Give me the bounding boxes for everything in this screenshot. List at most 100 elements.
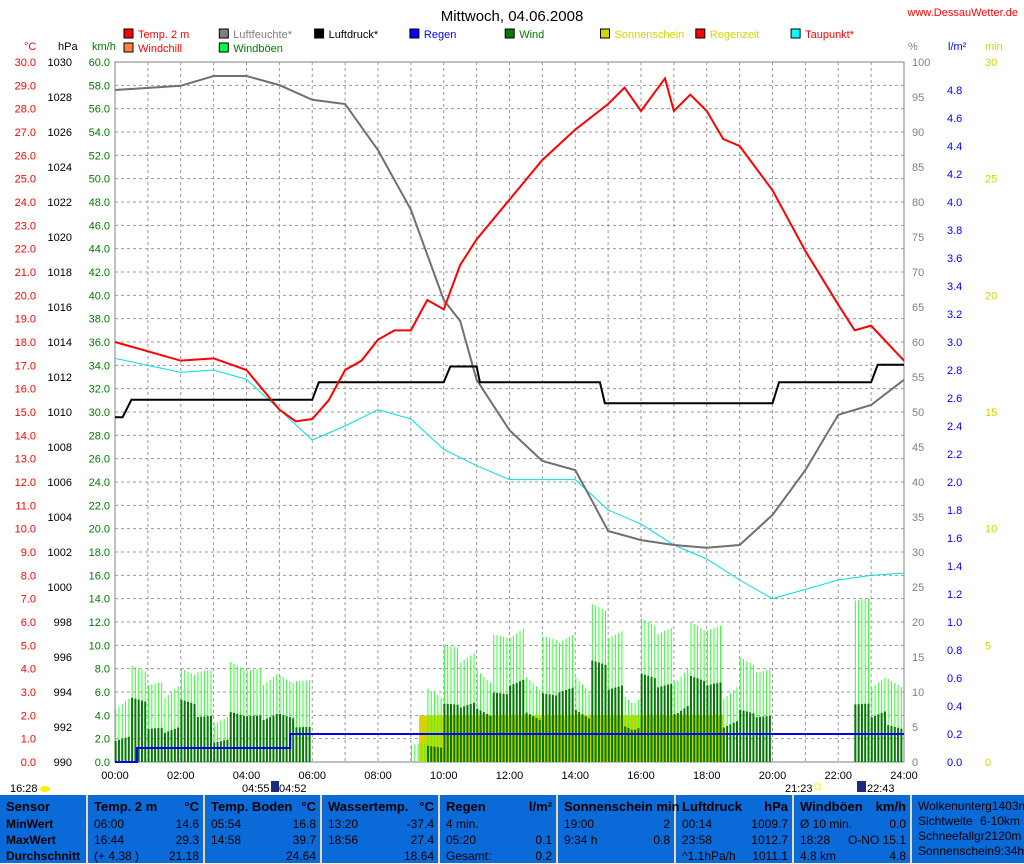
rain-tick-label: 3.2 [947, 309, 962, 321]
temp-tick-label: 27.0 [15, 127, 36, 139]
pressure-tick-label: 1008 [48, 442, 72, 454]
stats-column: Wassertemp. °C 13:20 -37.4 18:56 27.4 18.64 [322, 795, 440, 863]
wind-axis-unit: km/h [92, 41, 116, 53]
stats-row: Durchschnitt [6, 848, 82, 864]
stats-cell: -37.4 [406, 817, 434, 831]
temp-tick-label: 19.0 [15, 314, 36, 326]
stats-row: Sichtweite 6-10km [918, 814, 1020, 829]
sun-tick-label: 25 [985, 174, 997, 186]
stats-cell: 19:00 [564, 817, 595, 831]
stats-cell: 39.7 [292, 833, 316, 847]
stats-cell: 4.8 km [800, 849, 837, 863]
rain-tick-label: 2.4 [947, 421, 962, 433]
temp-tick-label: 25.0 [15, 174, 36, 186]
wind-tick-label: 56.0 [89, 104, 110, 116]
stats-cell: MaxWert [6, 833, 56, 847]
stats-header: Windböen km/h [800, 799, 906, 815]
pressure-tick-label: 994 [54, 687, 72, 699]
legend-label: Windchill [138, 43, 182, 55]
rain-tick-label: 4.0 [947, 197, 962, 209]
moonset-time: 16:28 [10, 783, 38, 795]
stats-column: Temp. 2 m °C 06:00 14.6 16:44 29.3 (+ 4.38 ) 21… [88, 795, 205, 863]
wind-tick-label: 54.0 [89, 127, 110, 139]
site-link[interactable]: www.DessauWetter.de [907, 7, 1018, 19]
stats-cell: Temp. 2 m [94, 799, 158, 814]
stats-cell: 1403m [991, 799, 1024, 813]
stats-row: Schneefallgr 2120m [918, 829, 1021, 844]
stats-row: Gesamt: 0.2 [446, 848, 552, 864]
temperature-line [114, 76, 905, 423]
stats-cell: 1012.7 [751, 833, 788, 847]
pressure-tick-label: 1018 [48, 267, 72, 279]
temp-tick-label: 18.0 [15, 337, 36, 349]
pressure-tick-label: 1004 [48, 512, 72, 524]
stats-row: 06:00 14.6 [94, 816, 199, 832]
wind-tick-label: 6.0 [95, 687, 110, 699]
stats-cell: 06:00 [94, 817, 125, 831]
rain-tick-label: 0.4 [947, 701, 962, 713]
humidity-tick-label: 5 [912, 722, 918, 734]
rain-tick-label: 4.8 [947, 85, 962, 97]
stats-cell: 0.1 [535, 833, 552, 847]
stats-row: 18:28 O-NO 15.1 [800, 832, 906, 848]
stats-cell: l/m² [528, 799, 552, 814]
rain-tick-label: 4.2 [947, 169, 962, 181]
stats-header: Wassertemp. °C [328, 799, 434, 815]
humidity-tick-label: 0 [912, 757, 918, 769]
x-tick-label: 04:00 [233, 770, 261, 782]
pressure-tick-label: 1030 [48, 57, 72, 69]
chart-title: Mittwoch, 04.06.2008 [441, 8, 584, 25]
x-tick-label: 02:00 [167, 770, 195, 782]
rain-axis-unit: l/m² [948, 41, 967, 53]
stats-cell: 13:20 [328, 817, 359, 831]
stats-row: 05:20 0.1 [446, 832, 552, 848]
sun-axis-unit: min [985, 41, 1003, 53]
legend-swatch [123, 28, 134, 39]
stats-cell: Schneefallgr [918, 829, 985, 843]
stats-row: (+ 4.38 ) 21.18 [94, 848, 199, 864]
legend-swatch [218, 42, 229, 53]
legend-label: Wind [519, 29, 544, 41]
wind-tick-label: 48.0 [89, 197, 110, 209]
stats-cell: Sonnenschein min [564, 799, 680, 814]
wind-tick-label: 44.0 [89, 244, 110, 256]
moonrise-icon [857, 781, 866, 792]
stats-cell: Sensor [6, 799, 51, 814]
stats-row: 16:44 29.3 [94, 832, 199, 848]
stats-cell: hPa [764, 799, 788, 814]
wind-tick-label: 20.0 [89, 524, 110, 536]
temp-tick-label: 20.0 [15, 290, 36, 302]
stats-cell: 6-10km [979, 814, 1020, 828]
rain-tick-label: 0.0 [947, 757, 962, 769]
legend-swatch [790, 28, 801, 39]
stats-row: 14:58 39.7 [211, 832, 316, 848]
temp-tick-label: 7.0 [21, 594, 36, 606]
temp-axis-unit: °C [24, 41, 36, 53]
wind-tick-label: 12.0 [89, 617, 110, 629]
stats-cell: 29.3 [175, 833, 199, 847]
temp-tick-label: 0.0 [21, 757, 36, 769]
x-tick-label: 14:00 [561, 770, 589, 782]
rain-tick-label: 2.6 [947, 393, 962, 405]
pressure-axis-unit: hPa [58, 41, 78, 53]
pressure-tick-label: 1002 [48, 547, 72, 559]
x-tick-label: 18:00 [693, 770, 721, 782]
stats-cell: °C [184, 799, 199, 814]
stats-table: Sensor MinWert MaxWert Durchschnitt Temp. 2 … [0, 795, 1024, 863]
stats-cell: 9:34 h [564, 833, 598, 847]
rain-tick-label: 1.4 [947, 561, 962, 573]
stats-header: Temp. Boden °C [211, 799, 316, 815]
stats-column: Windböen km/h Ø 10 min. 0.0 18:28 O-NO 15.1 4.… [794, 795, 912, 863]
humidity-tick-label: 25 [912, 582, 924, 594]
stats-cell: O-NO 15.1 [847, 833, 906, 847]
stats-cell: 16.8 [292, 817, 316, 831]
wind-tick-label: 36.0 [89, 337, 110, 349]
stats-column: Regen l/m² 4 min. 05:20 0.1 Gesamt: 0.2 [440, 795, 558, 863]
humidity-tick-label: 15 [912, 652, 924, 664]
wind-tick-label: 40.0 [89, 290, 110, 302]
temp-tick-label: 8.0 [21, 570, 36, 582]
stats-header: Sonnenschein min [564, 799, 680, 815]
pressure-tick-label: 1020 [48, 232, 72, 244]
legend-label: Sonnenschein [615, 29, 685, 41]
wind-tick-label: 60.0 [89, 57, 110, 69]
